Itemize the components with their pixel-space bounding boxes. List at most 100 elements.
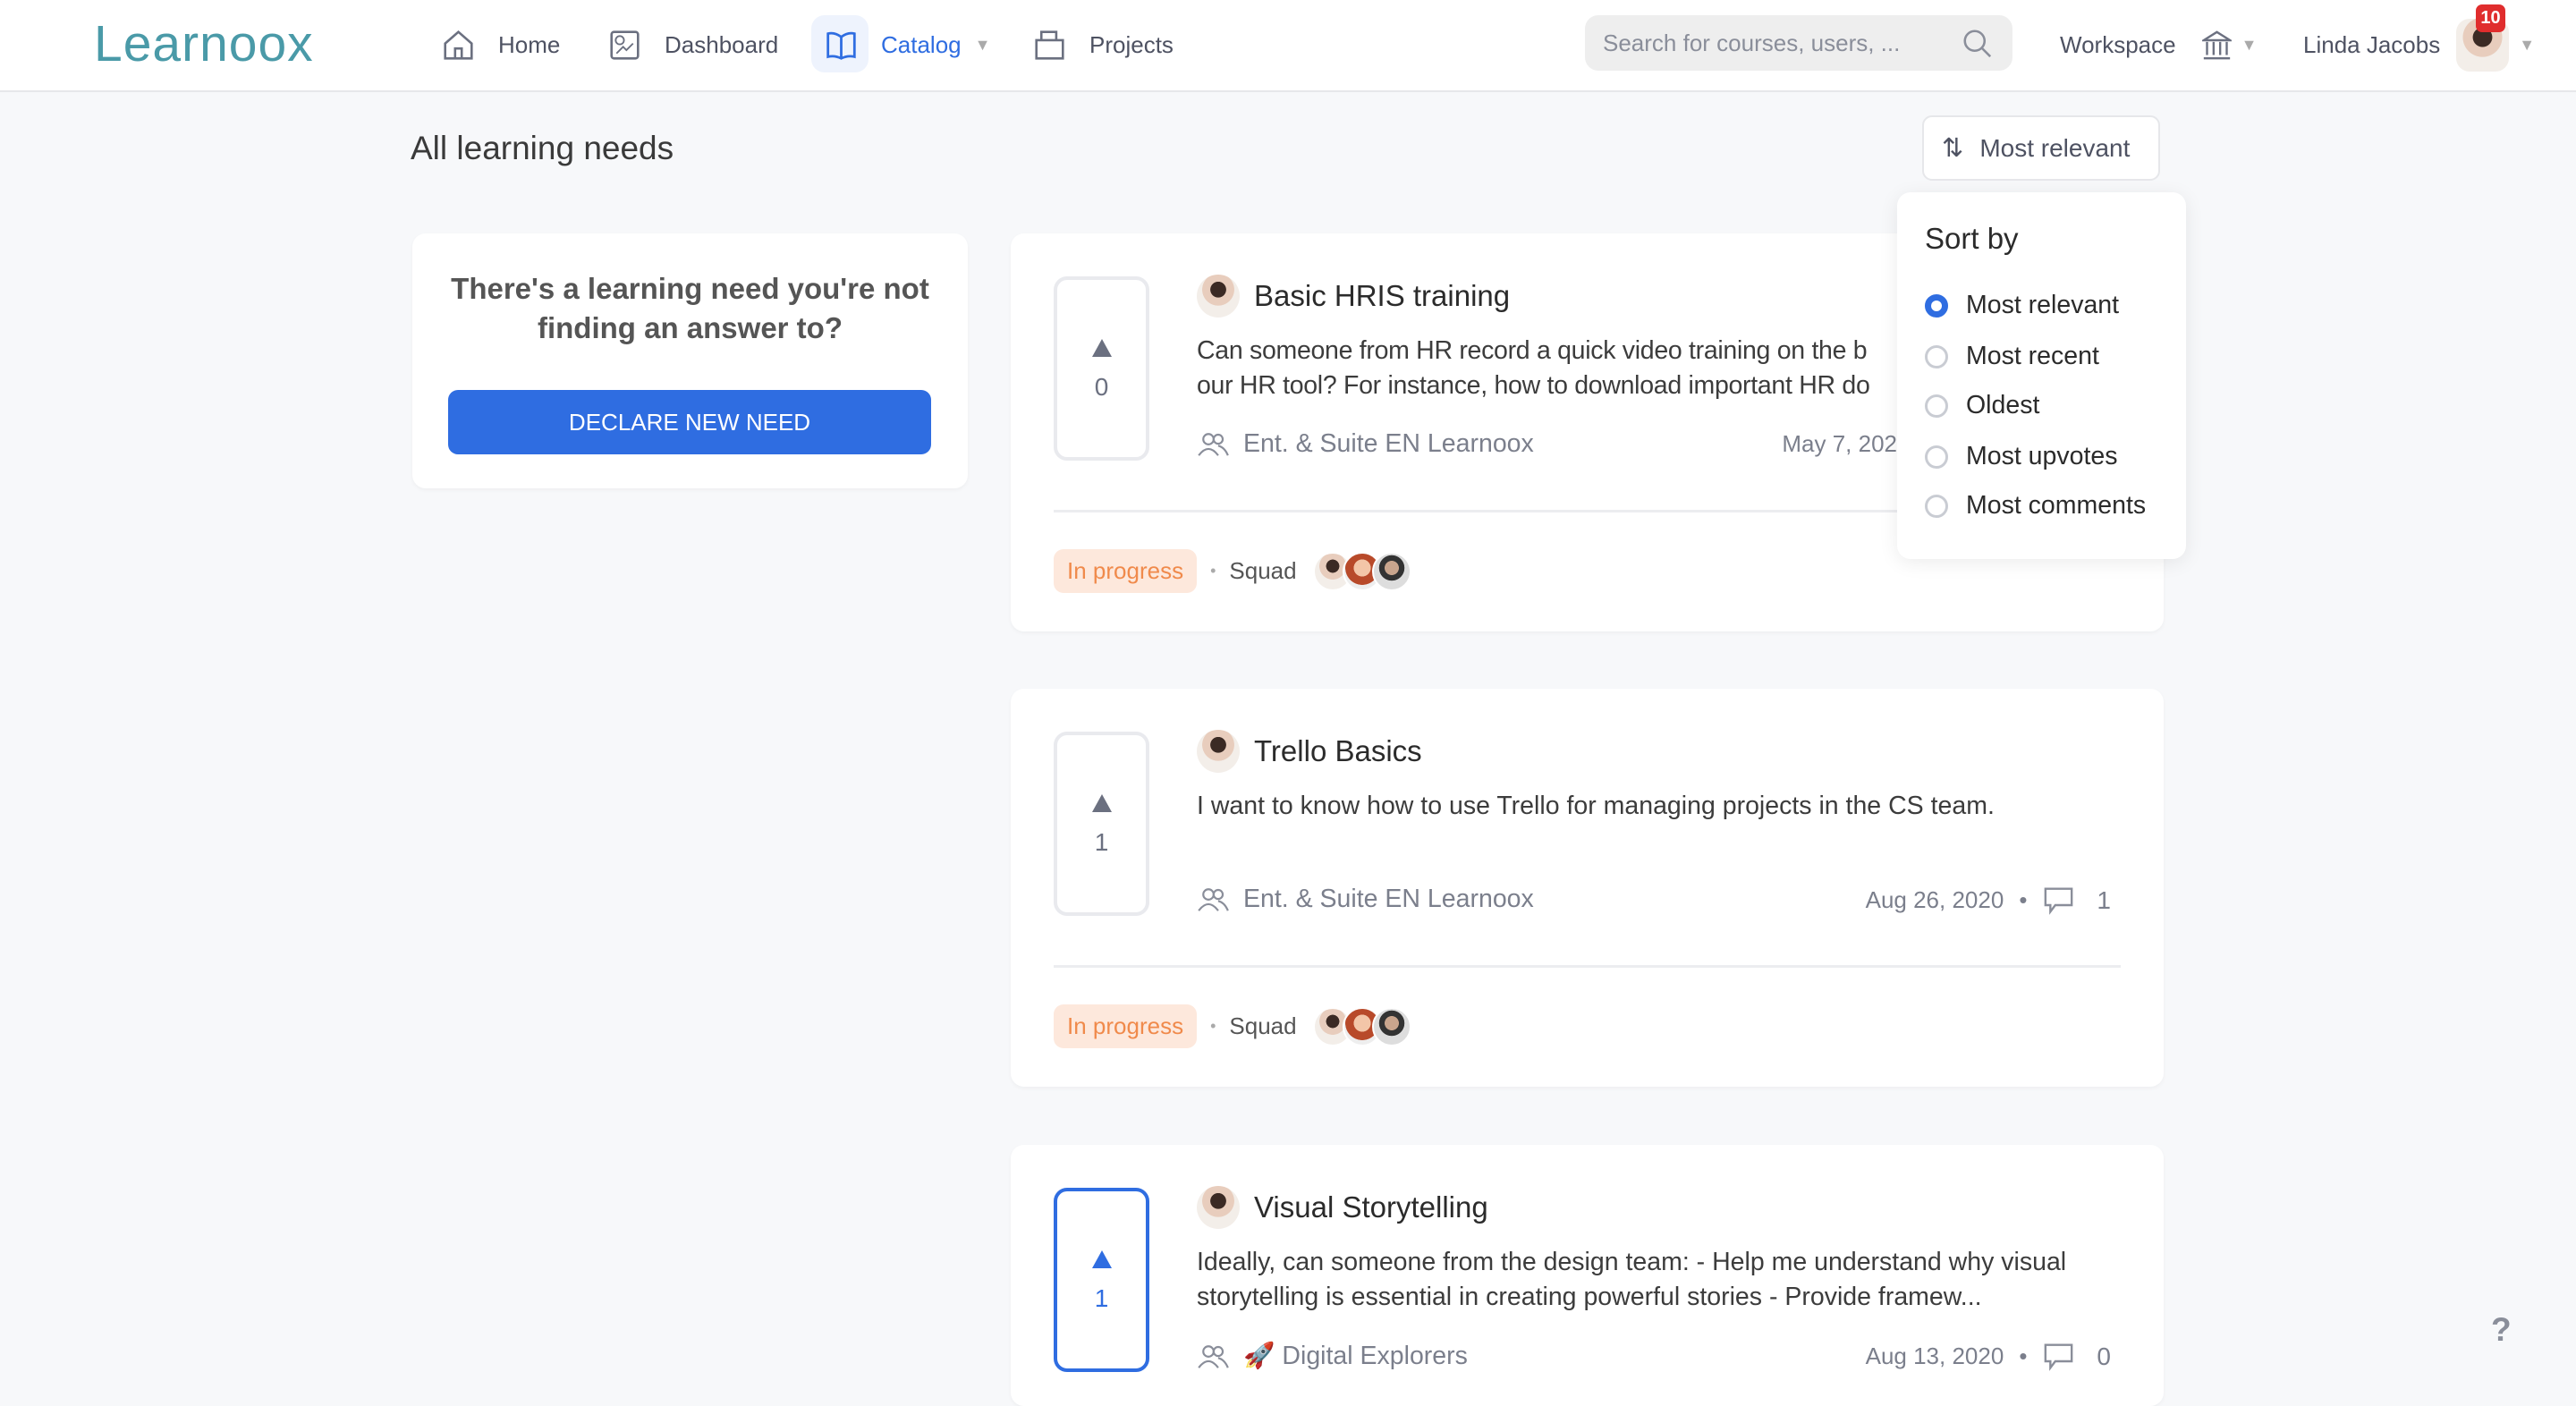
divider <box>1054 510 2121 512</box>
squad-avatars[interactable] <box>1312 551 1411 591</box>
chevron-down-icon: ▼ <box>974 36 991 54</box>
squad-avatars[interactable] <box>1312 1006 1411 1046</box>
sort-button-label: Most relevant <box>1979 133 2131 162</box>
chevron-down-icon: ▼ <box>2241 36 2258 54</box>
need-meta: Aug 26, 2020 • 1 <box>1866 885 2111 915</box>
comment-icon[interactable] <box>2042 1342 2075 1371</box>
squad-avatar <box>1312 1006 1352 1046</box>
squad-avatar <box>1371 551 1411 591</box>
declare-need-text: There's a learning need you're not findi… <box>451 272 929 344</box>
top-bar: Learnoox Home Dashboard Catalog ▼ Projec… <box>0 0 2576 92</box>
radio[interactable] <box>1925 344 1948 368</box>
user-menu[interactable]: Linda Jacobs ▼ <box>2303 0 2535 90</box>
upvote-button[interactable]: 1 <box>1054 732 1149 916</box>
option-label: Most upvotes <box>1966 442 2118 470</box>
need-group: 🚀 Digital Explorers <box>1197 1341 1468 1371</box>
upvote-arrow-icon <box>1091 794 1112 812</box>
option-label: Oldest <box>1966 391 2040 419</box>
need-meta: May 7, 202 <box>1782 430 1897 458</box>
dot-separator: • <box>1210 562 1216 580</box>
need-title[interactable]: Visual Storytelling <box>1254 1190 1488 1224</box>
notification-badge[interactable]: 10 <box>2476 4 2505 32</box>
sort-option-most-recent[interactable]: Most recent <box>1925 342 2099 371</box>
page-title: All learning needs <box>411 130 674 166</box>
comment-count: 1 <box>2097 885 2111 914</box>
status-badge: In progress <box>1054 549 1198 593</box>
folder-icon <box>1035 30 1064 60</box>
nav-dashboard[interactable]: Dashboard <box>608 0 778 90</box>
radio[interactable] <box>1925 394 1948 418</box>
sort-option-oldest[interactable]: Oldest <box>1925 391 2039 420</box>
sort-option-most-relevant[interactable]: Most relevant <box>1925 291 2119 320</box>
comment-count: 0 <box>2097 1342 2111 1370</box>
nav-home[interactable]: Home <box>442 0 560 90</box>
sort-option-most-upvotes[interactable]: Most upvotes <box>1925 442 2118 471</box>
vote-count: 0 <box>1094 373 1109 401</box>
sort-dropdown-title: Sort by <box>1925 222 2019 255</box>
users-icon <box>1198 888 1229 911</box>
need-footer: In progress • Squad <box>1054 1004 1411 1048</box>
option-label: Most comments <box>1966 491 2147 520</box>
nav-label: Catalog <box>881 31 962 58</box>
dot-separator: • <box>1210 1017 1216 1035</box>
user-name: Linda Jacobs <box>2303 31 2441 58</box>
need-date: May 7, 202 <box>1782 430 1897 457</box>
help-button[interactable]: ? <box>2491 1311 2512 1348</box>
need-title[interactable]: Trello Basics <box>1254 734 1422 767</box>
need-description: I want to know how to use Trello for man… <box>1197 792 1995 820</box>
sort-option-most-comments[interactable]: Most comments <box>1925 491 2146 521</box>
need-title[interactable]: Basic HRIS training <box>1254 279 1511 312</box>
book-icon <box>826 31 856 60</box>
need-date: Aug 13, 2020 <box>1865 1342 2004 1369</box>
logo[interactable]: Learnoox <box>94 15 314 72</box>
search-icon[interactable] <box>1962 29 1992 58</box>
search-placeholder: Search for courses, users, ... <box>1603 30 1901 56</box>
declare-need-card: There's a learning need you're not findi… <box>412 233 968 488</box>
divider <box>1054 965 2121 968</box>
need-meta: Aug 13, 2020 • 0 <box>1866 1342 2111 1371</box>
comment-icon[interactable] <box>2042 885 2075 915</box>
home-icon <box>444 30 473 60</box>
need-description: Can someone from HR record a quick video… <box>1197 336 1870 400</box>
need-description: Ideally, can someone from the design tea… <box>1197 1248 2067 1311</box>
workspace-label: Workspace <box>2060 31 2176 58</box>
upvote-arrow-icon <box>1091 1250 1112 1268</box>
squad-label: Squad <box>1229 557 1297 584</box>
need-group: Ent. & Suite EN Learnoox <box>1197 429 1534 459</box>
upvote-button[interactable]: 0 <box>1054 276 1149 461</box>
learning-need-card[interactable]: 1 Trello Basics I want to know how to us… <box>1011 689 2164 1087</box>
group-name: 🚀 Digital Explorers <box>1243 1342 1468 1370</box>
nav-projects[interactable]: Projects <box>1033 0 1174 90</box>
author-avatar <box>1197 275 1240 318</box>
radio[interactable] <box>1925 494 1948 518</box>
nav-catalog[interactable]: Catalog ▼ <box>825 0 990 90</box>
workspace-menu[interactable]: Workspace ▼ <box>2060 0 2257 90</box>
dot-separator: • <box>2019 1342 2028 1369</box>
need-group: Ent. & Suite EN Learnoox <box>1197 885 1534 914</box>
radio-selected[interactable] <box>1925 293 1948 318</box>
chevron-down-icon: ▼ <box>2519 36 2536 54</box>
author-avatar <box>1197 1186 1240 1229</box>
sort-dropdown: Sort by Most relevant Most recent Oldest… <box>1897 192 2186 559</box>
search-input[interactable]: Search for courses, users, ... <box>1585 15 2012 71</box>
declare-new-need-button[interactable]: DECLARE NEW NEED <box>448 390 931 454</box>
sort-button[interactable]: ⇅ Most relevant <box>1922 115 2160 181</box>
squad-avatar <box>1371 1006 1411 1046</box>
bank-icon <box>2201 30 2232 60</box>
upvote-arrow-icon <box>1091 339 1112 357</box>
squad-label: Squad <box>1229 1012 1297 1039</box>
learning-need-card[interactable]: 1 Visual Storytelling Ideally, can someo… <box>1011 1145 2164 1406</box>
radio[interactable] <box>1925 445 1948 469</box>
option-label: Most relevant <box>1966 291 2120 319</box>
users-icon <box>1198 1344 1229 1368</box>
dot-separator: • <box>2019 886 2028 913</box>
catalog-highlight <box>811 15 869 72</box>
vote-count: 1 <box>1094 828 1109 856</box>
group-name: Ent. & Suite EN Learnoox <box>1243 429 1534 458</box>
users-icon <box>1198 433 1229 456</box>
need-footer: In progress • Squad <box>1054 549 1411 593</box>
nav-label: Home <box>498 31 561 58</box>
upvote-button[interactable]: 1 <box>1054 1188 1149 1372</box>
option-label: Most recent <box>1966 342 2099 370</box>
status-badge: In progress <box>1054 1004 1198 1048</box>
